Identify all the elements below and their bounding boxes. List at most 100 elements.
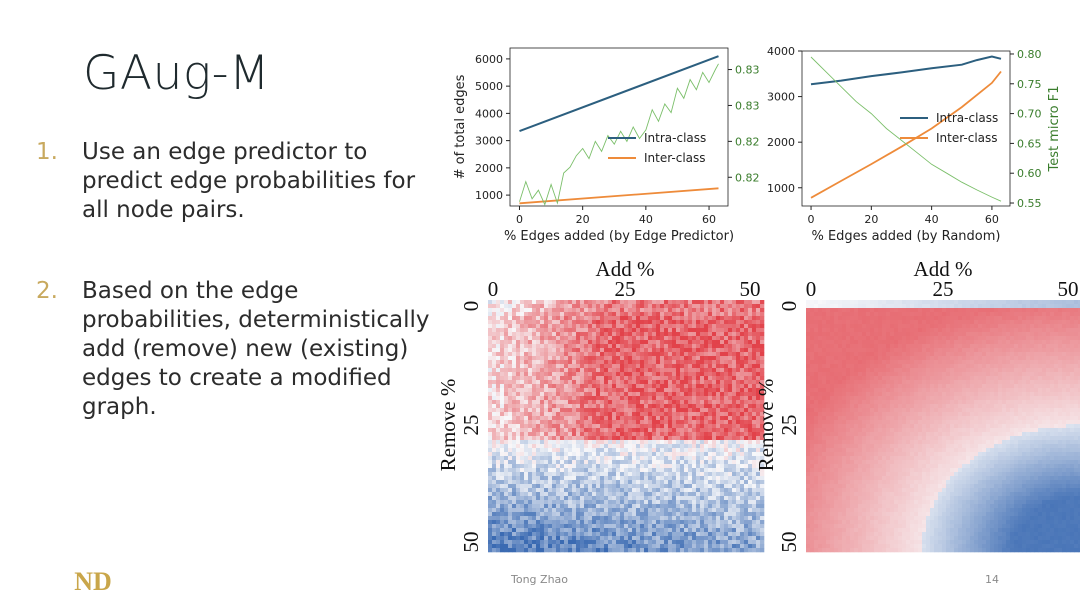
heatmap-cell bbox=[548, 408, 553, 413]
heatmap-cell bbox=[564, 540, 569, 545]
heatmap-cell bbox=[672, 484, 677, 489]
heatmap-cell bbox=[500, 352, 505, 357]
heatmap-cell bbox=[814, 316, 819, 321]
heatmap-cell bbox=[696, 468, 701, 473]
heatmap-cell bbox=[592, 476, 597, 481]
heatmap-cell bbox=[660, 432, 665, 437]
heatmap-cell bbox=[724, 548, 729, 553]
heatmap-cell bbox=[740, 544, 745, 549]
heatmap-cell bbox=[680, 424, 685, 429]
heatmap-cell bbox=[564, 464, 569, 469]
heatmap-cell bbox=[724, 504, 729, 509]
heatmap-cell bbox=[556, 324, 561, 329]
heatmap-cell bbox=[560, 492, 565, 497]
heatmap-cell bbox=[584, 408, 589, 413]
heatmap-cell bbox=[716, 452, 721, 457]
heatmap-cell bbox=[736, 324, 741, 329]
heatmap-cell bbox=[536, 468, 541, 473]
heatmap-cell bbox=[756, 464, 761, 469]
heatmap-cell bbox=[532, 444, 537, 449]
heatmap-cell bbox=[568, 488, 573, 493]
heatmap-cell bbox=[524, 476, 529, 481]
heatmap-cell bbox=[834, 408, 839, 413]
heatmap-cell bbox=[656, 496, 661, 501]
heatmap-cell bbox=[516, 304, 521, 309]
heatmap-cell bbox=[692, 524, 697, 529]
heatmap-cell bbox=[716, 324, 721, 329]
heatmap-cell bbox=[756, 324, 761, 329]
heatmap-cell bbox=[564, 320, 569, 325]
heatmap-cell bbox=[496, 452, 501, 457]
heatmap-cell bbox=[516, 356, 521, 361]
heatmap-cell bbox=[496, 344, 501, 349]
heatmap-cell bbox=[500, 528, 505, 533]
heatmap-cell bbox=[656, 328, 661, 333]
heatmap-cell bbox=[604, 464, 609, 469]
heatmap-cell bbox=[632, 352, 637, 357]
heatmap-cell bbox=[744, 452, 749, 457]
heatmap-cell bbox=[524, 448, 529, 453]
heatmap-cell bbox=[580, 428, 585, 433]
heatmap-cell bbox=[760, 524, 765, 529]
heatmap-cell bbox=[672, 516, 677, 521]
heatmap-cell bbox=[592, 540, 597, 545]
heatmap-cell bbox=[500, 312, 505, 317]
heatmap-cell bbox=[748, 328, 753, 333]
heatmap-cell bbox=[834, 452, 839, 457]
heatmap-cell bbox=[536, 508, 541, 513]
heatmap-cell bbox=[838, 448, 843, 453]
heatmap-cell bbox=[680, 432, 685, 437]
heatmap-cell bbox=[628, 440, 633, 445]
heatmap-cell bbox=[684, 388, 689, 393]
heatmap-cell bbox=[600, 488, 605, 493]
heatmap-cell bbox=[830, 496, 835, 501]
heatmap-cell bbox=[588, 412, 593, 417]
heatmap-cell bbox=[556, 416, 561, 421]
heatmap-cell bbox=[838, 300, 843, 305]
heatmap-cell bbox=[640, 388, 645, 393]
heatmap-cell bbox=[612, 324, 617, 329]
heatmap-cell bbox=[752, 520, 757, 525]
heatmap-cell bbox=[744, 540, 749, 545]
heatmap-cell bbox=[740, 332, 745, 337]
heatmap-cell bbox=[748, 416, 753, 421]
heatmap-cell bbox=[644, 496, 649, 501]
heatmap-cell bbox=[814, 324, 819, 329]
heatmap-cell bbox=[724, 512, 729, 517]
heatmap-cell bbox=[712, 548, 717, 553]
heatmap-cell bbox=[608, 436, 613, 441]
heatmap-cell bbox=[588, 476, 593, 481]
heatmap-cell bbox=[830, 388, 835, 393]
heatmap-cell bbox=[588, 444, 593, 449]
heatmap-cell bbox=[556, 376, 561, 381]
heatmap-cell bbox=[616, 528, 621, 533]
heatmap-cell bbox=[744, 372, 749, 377]
heatmap-cell bbox=[552, 368, 557, 373]
heatmap-cell bbox=[532, 420, 537, 425]
heatmap-cell bbox=[676, 420, 681, 425]
heatmap-cell bbox=[652, 368, 657, 373]
heatmap-cell bbox=[826, 356, 831, 361]
heatmap-cell bbox=[684, 500, 689, 505]
heatmap-cell bbox=[628, 400, 633, 405]
heatmap-cell bbox=[540, 344, 545, 349]
heatmap-cell bbox=[712, 368, 717, 373]
heatmap-cell bbox=[814, 452, 819, 457]
heatmap-cell bbox=[556, 348, 561, 353]
heatmap-cell bbox=[596, 312, 601, 317]
heatmap-cell bbox=[688, 340, 693, 345]
heatmap-cell bbox=[536, 444, 541, 449]
heatmap-cell bbox=[752, 388, 757, 393]
heatmap-cell bbox=[676, 308, 681, 313]
heatmap-cell bbox=[822, 464, 827, 469]
heatmap-cell bbox=[756, 348, 761, 353]
heatmap-cell bbox=[544, 420, 549, 425]
heatmap-cell bbox=[496, 516, 501, 521]
heatmap-cell bbox=[636, 484, 641, 489]
heatmap-cell bbox=[516, 480, 521, 485]
heatmap-cell bbox=[632, 520, 637, 525]
heatmap-cell bbox=[500, 496, 505, 501]
heatmap-cell bbox=[568, 320, 573, 325]
heatmap-cell bbox=[672, 364, 677, 369]
